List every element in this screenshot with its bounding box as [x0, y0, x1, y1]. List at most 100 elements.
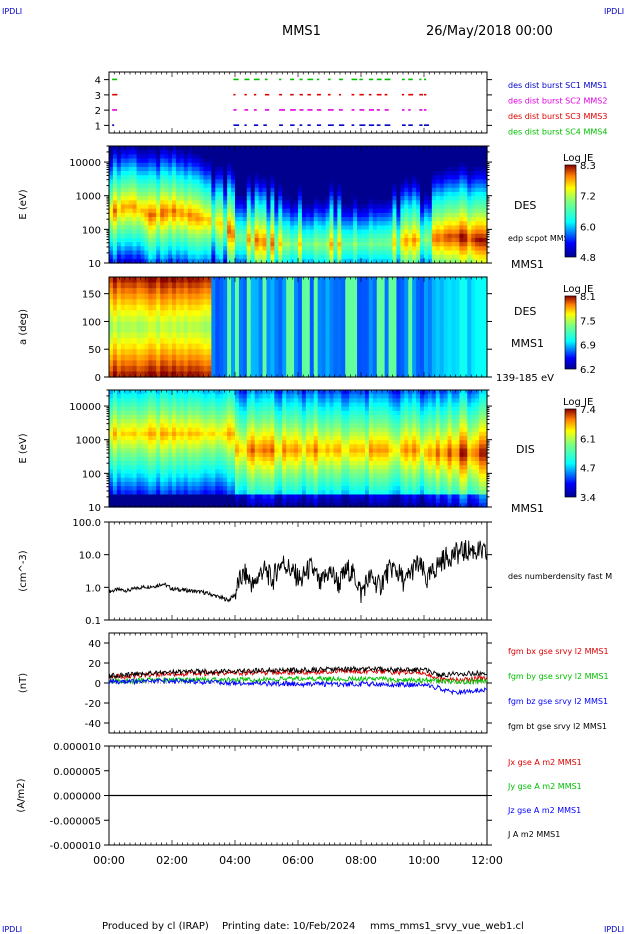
- spectrogram-cell: [246, 237, 252, 243]
- spectrogram-cell: [132, 204, 138, 210]
- spectrogram-cell: [467, 332, 472, 339]
- spectrogram-cell: [219, 288, 224, 295]
- burst-mark: [279, 124, 283, 126]
- spectrogram-cell: [396, 204, 401, 210]
- spectrogram-cell: [270, 293, 275, 300]
- spectrogram-cell: [372, 360, 378, 367]
- spectrogram-cell: [325, 299, 331, 306]
- spectrogram-cell: [207, 212, 212, 218]
- spectrogram-cell: [168, 187, 173, 193]
- spectrogram-cell: [282, 371, 287, 378]
- spectrogram-cell: [203, 343, 209, 350]
- spectrogram-cell: [156, 200, 161, 206]
- spectrogram-cell: [479, 175, 484, 181]
- spectrogram-cell: [416, 233, 421, 239]
- spectrogram-cell: [439, 299, 445, 306]
- spectrogram-cell: [333, 204, 338, 210]
- burst-mark: [424, 78, 427, 81]
- spectrogram-cell: [266, 166, 272, 172]
- spectrogram-cell: [479, 217, 484, 222]
- spectrogram-cell: [156, 277, 161, 284]
- spectrogram-cell: [372, 229, 378, 235]
- spectrogram-cell: [463, 154, 468, 160]
- spectrogram-cell: [179, 310, 185, 317]
- burst-mark: [233, 124, 240, 126]
- spectrogram-cell: [372, 293, 378, 300]
- spectrogram-cell: [467, 242, 472, 247]
- spectrogram-cell: [424, 179, 429, 185]
- spectrogram-cell: [109, 150, 114, 155]
- spectrogram-cell: [388, 183, 394, 189]
- spectrogram-cell: [368, 217, 374, 222]
- spectrogram-cell: [116, 315, 122, 323]
- spectrogram-cell: [317, 288, 323, 295]
- spectrogram-cell: [250, 171, 256, 176]
- spectrogram-cell: [266, 191, 272, 197]
- spectrogram-cell: [215, 225, 220, 231]
- spectrogram-cell: [463, 162, 468, 168]
- spectrogram-cell: [368, 310, 374, 317]
- spectrogram-cell: [164, 338, 169, 345]
- spectrogram-cell: [341, 162, 346, 168]
- spectrogram-cell: [183, 208, 189, 214]
- spectrogram-cell: [238, 258, 244, 264]
- spectrogram-cell: [451, 175, 457, 181]
- spectrogram-cell: [270, 288, 275, 295]
- spectrogram-cell: [439, 208, 445, 214]
- spectrogram-cell: [160, 288, 165, 295]
- spectrogram-cell: [420, 212, 425, 218]
- spectrogram-cell: [471, 200, 476, 206]
- spectrogram-cell: [467, 208, 472, 214]
- spectrogram-cell: [357, 310, 362, 317]
- spectrogram-cell: [321, 200, 327, 206]
- spectrogram-cell: [227, 150, 232, 155]
- spectrogram-cell: [420, 196, 425, 201]
- spectrogram-cell: [467, 349, 472, 356]
- spectrogram-cell: [325, 162, 331, 168]
- spectrogram-cell: [416, 154, 421, 160]
- spectrogram-cell: [168, 179, 173, 185]
- spectrogram-cell: [179, 254, 185, 260]
- spectrogram-cell: [325, 217, 331, 222]
- spectrogram-cell: [254, 365, 260, 373]
- spectrogram-cell: [250, 246, 256, 252]
- spectrogram-cell: [301, 208, 307, 214]
- spectrogram-cell: [128, 150, 134, 155]
- spectrogram-cell: [286, 162, 291, 168]
- spectrogram-cell: [475, 237, 480, 243]
- spectrogram-cell: [361, 179, 366, 185]
- spectrogram-cell: [266, 332, 272, 339]
- spectrogram-cell: [301, 354, 307, 361]
- spectrogram-cell: [392, 321, 398, 328]
- spectrogram-cell: [341, 258, 346, 264]
- spectrogram-cell: [152, 365, 157, 373]
- spectrogram-cell: [235, 191, 240, 197]
- spectrogram-cell: [258, 196, 264, 201]
- spectrogram-cell: [459, 212, 464, 218]
- spectrogram-cell: [266, 171, 272, 176]
- spectrogram-cell: [463, 237, 468, 243]
- spectrogram-cell: [223, 332, 228, 339]
- spectrogram-cell: [175, 229, 181, 235]
- spectrogram-cell: [416, 158, 421, 164]
- spectrogram-cell: [282, 332, 287, 339]
- spectrogram-cell: [168, 196, 173, 201]
- spectrogram-cell: [345, 204, 350, 210]
- spectrogram-cell: [116, 343, 122, 350]
- spectrogram-cell: [388, 171, 394, 176]
- spectrogram-cell: [124, 200, 130, 206]
- spectrogram-cell: [278, 200, 283, 206]
- spectrogram-cell: [294, 277, 299, 284]
- spectrogram-cell: [364, 187, 370, 193]
- spectrogram-cell: [329, 200, 335, 206]
- spectrogram-cell: [467, 365, 472, 373]
- spectrogram-cell: [238, 225, 244, 231]
- spectrogram-cell: [242, 288, 248, 295]
- spectrogram-cell: [349, 187, 354, 193]
- spectrogram-cell: [290, 242, 295, 247]
- spectrogram-cell: [286, 304, 291, 311]
- spectrogram-cell: [278, 175, 283, 181]
- spectrogram-cell: [164, 158, 169, 164]
- spectrogram-cell: [372, 175, 378, 181]
- spectrogram-cell: [235, 277, 240, 284]
